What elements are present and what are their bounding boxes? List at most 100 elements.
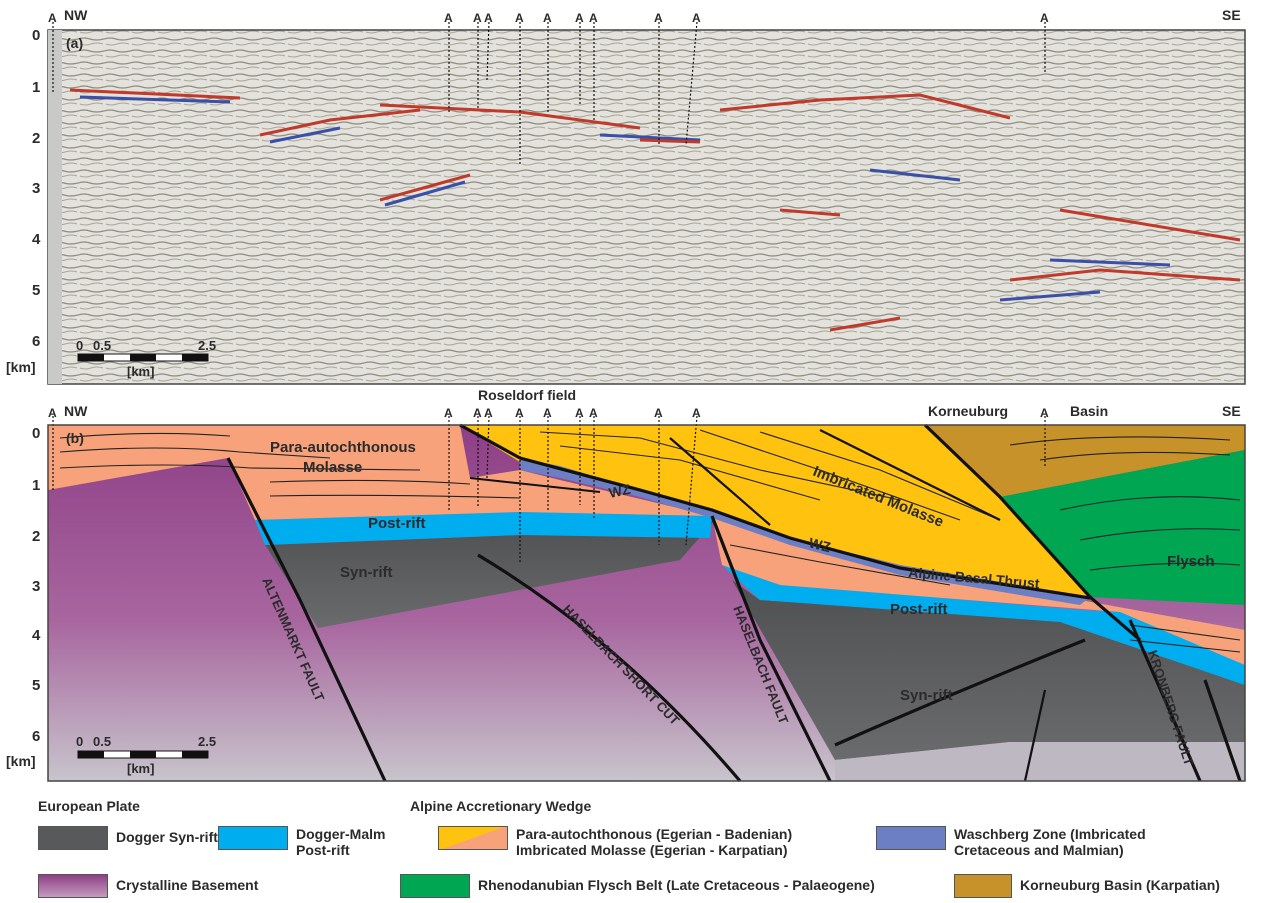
legend-label: Dogger Syn-rift: [116, 829, 218, 845]
legend-item-post-rift: Dogger-Malm Post-rift: [218, 826, 385, 858]
legend-item-crystalline: Crystalline Basement: [38, 874, 258, 898]
basin-label: Basin: [1070, 403, 1108, 419]
altenmarkt-fault-line: [226, 457, 387, 782]
depth-tick: 3: [32, 180, 40, 197]
post-rift-left: [255, 512, 712, 545]
korneuburg-fault-line: [923, 423, 1142, 642]
panel-a-label: (a): [66, 35, 83, 51]
crystalline-swatch: [38, 874, 108, 898]
well-marker: A: [543, 11, 552, 25]
depth-tick: 0: [32, 425, 40, 442]
molasse-label: Molasse: [303, 459, 362, 476]
molasse-swatch: [438, 826, 508, 850]
legend: European Plate Alpine Accretionary Wedge…: [0, 790, 1274, 903]
legend-item-flysch: Rhenodanubian Flysch Belt (Late Cretaceo…: [400, 874, 875, 898]
korneuburg-label: Korneuburg: [928, 403, 1008, 419]
syn-rift-thrust-line: [834, 638, 1086, 747]
wz-label-2: WZ: [807, 534, 832, 555]
legend-european-plate-heading: European Plate: [38, 798, 140, 814]
well-marker: A: [48, 11, 57, 25]
flysch-swatch: [400, 874, 470, 898]
depth-axis-a: 0 1 2 3 4 5 6 [km]: [6, 27, 41, 375]
scale-bar-b: 0 0.5 2.5 [km]: [76, 734, 216, 776]
imbricated-molasse: [460, 425, 1090, 597]
legend-alpine-wedge-heading: Alpine Accretionary Wedge: [410, 798, 592, 814]
korneuburg-basin: [925, 425, 1245, 497]
well-marker: A: [48, 406, 57, 420]
legend-item-molasse: Para-autochthonous (Egerian - Badenian) …: [438, 826, 792, 858]
depth-unit: [km]: [6, 753, 36, 769]
syn-rift-swatch: [38, 826, 108, 850]
well-marker: A: [692, 11, 701, 25]
well-marker: A: [654, 11, 663, 25]
depth-tick: 2: [32, 130, 40, 147]
legend-label: Imbricated Molasse (Egerian - Karpatian): [516, 842, 788, 858]
wells-panel-b: [52, 415, 1046, 562]
legend-item-korneuburg: Korneuburg Basin (Karpatian): [954, 874, 1220, 898]
flysch: [1000, 450, 1245, 605]
para-autochthonous-molasse-right: [712, 516, 1245, 665]
well-marker: A: [473, 11, 482, 25]
seismic-edge: [48, 30, 62, 384]
haselbach-short-cut-line: [477, 553, 742, 783]
depth-tick: 5: [32, 677, 40, 694]
well-marker: A: [543, 406, 552, 420]
legend-item-syn-rift: Dogger Syn-rift: [38, 826, 218, 850]
well-marker: A: [575, 406, 584, 420]
legend-label: Cretaceous and Malmian): [954, 842, 1124, 858]
nw-label-b: NW: [64, 403, 88, 419]
well-marker: A: [589, 406, 598, 420]
scale-label: 2.5: [198, 734, 216, 749]
depth-tick: 2: [32, 528, 40, 545]
depth-tick: 0: [32, 27, 40, 44]
depth-axis-b: 0 1 2 3 4 5 6 [km]: [6, 425, 41, 769]
well-marker: A: [484, 11, 493, 25]
panel-b-frame: [47, 424, 1246, 782]
depth-unit: [km]: [6, 359, 36, 375]
se-label-b: SE: [1222, 403, 1241, 419]
korneuburg-swatch: [954, 874, 1012, 898]
well-marker: A: [654, 406, 663, 420]
wells-panel-a: [52, 21, 1046, 164]
se-label-a: SE: [1222, 7, 1241, 23]
well-marker: A: [444, 406, 453, 420]
syn-rift-right: [732, 580, 1245, 760]
well-markers-panel-b: A A A A A A A A A A A: [48, 406, 1049, 420]
well-marker: A: [484, 406, 493, 420]
post-rift-right: [722, 565, 1245, 685]
wz-label-1: WZ: [607, 481, 632, 501]
flysch-label: Flysch: [1167, 553, 1215, 570]
depth-tick: 6: [32, 333, 40, 350]
legend-label: Para-autochthonous (Egerian - Badenian): [516, 826, 793, 842]
scale-unit: [km]: [127, 761, 154, 776]
well-marker: A: [444, 11, 453, 25]
well-marker: A: [515, 406, 524, 420]
depth-tick: 5: [32, 282, 40, 299]
legend-label: Dogger-Malm: [296, 826, 386, 842]
depth-tick: 6: [32, 728, 40, 745]
syn-rift-label-left: Syn-rift: [340, 564, 393, 581]
depth-tick: 3: [32, 578, 40, 595]
panel-b-label: (b): [66, 430, 84, 446]
well-marker: A: [692, 406, 701, 420]
seismic-section: [47, 29, 1246, 385]
haselbach-fault-line: [710, 515, 832, 782]
legend-label: Korneuburg Basin (Karpatian): [1020, 877, 1220, 893]
post-rift-label-right: Post-rift: [890, 601, 948, 618]
well-markers-panel-a: A A A A A A A A A A A: [48, 11, 1049, 25]
scale-label: 0: [76, 734, 83, 749]
well-marker: A: [589, 11, 598, 25]
bedding-lines: [59, 429, 1241, 653]
roseldorf-field-label: Roseldorf field: [478, 387, 576, 403]
depth-tick: 4: [32, 627, 41, 644]
post-rift-label-left: Post-rift: [368, 515, 426, 532]
para-autochthonous-label: Para-autochthonous: [270, 439, 416, 456]
scale-label: 0.5: [93, 338, 111, 353]
syn-rift-label-right: Syn-rift: [900, 687, 953, 704]
well-marker: A: [1040, 11, 1049, 25]
post-rift-swatch: [218, 826, 288, 850]
nw-label-a: NW: [64, 7, 88, 23]
legend-label: Waschberg Zone (Imbricated: [954, 826, 1146, 842]
scale-bar-a: 0 0.5 2.5 [km]: [76, 338, 216, 379]
para-autochthonous-molasse-left: [48, 425, 712, 520]
